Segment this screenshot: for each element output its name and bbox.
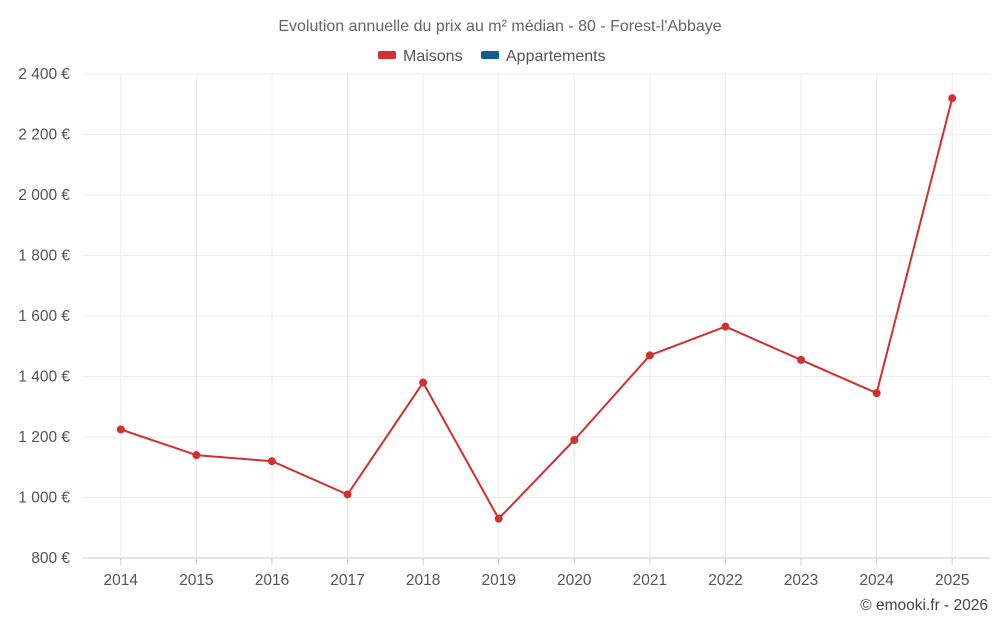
data-point-2017[interactable] [343, 490, 352, 499]
y-tick-label: 1 200 € [18, 429, 70, 446]
x-tick-label: 2015 [179, 572, 213, 589]
chart-title: Evolution annuelle du prix au m² médian … [278, 18, 721, 35]
x-tick-label: 2016 [255, 572, 289, 589]
x-tick-label: 2023 [784, 572, 818, 589]
x-tick-label: 2024 [859, 572, 894, 589]
y-axis-labels: 800 € 1 000 € 1 200 € 1 400 € 1 600 € 1 800 €… [18, 66, 70, 567]
legend-label-appartements[interactable]: Appartements [506, 48, 606, 65]
data-point-2023[interactable] [797, 355, 806, 364]
data-point-2019[interactable] [494, 514, 503, 523]
data-point-2015[interactable] [192, 451, 201, 460]
y-tick-label: 2 200 € [18, 127, 70, 144]
data-point-2025[interactable] [948, 94, 957, 103]
credit-text[interactable]: © emooki.fr - 2026 [860, 597, 988, 614]
y-tick-label: 2 400 € [18, 66, 70, 83]
series-maisons [116, 94, 957, 523]
series-line-maisons [120, 97, 954, 520]
y-tick-label: 1 400 € [18, 369, 70, 386]
legend-label-maisons[interactable]: Maisons [403, 48, 463, 65]
y-tick-label: 800 € [31, 550, 70, 567]
x-tick-label: 2014 [104, 572, 139, 589]
data-point-2014[interactable] [116, 425, 125, 434]
y-tick-label: 2 000 € [18, 187, 70, 204]
gridlines [83, 73, 990, 565]
data-point-2021[interactable] [645, 351, 654, 360]
x-tick-label: 2021 [633, 572, 667, 589]
data-point-2020[interactable] [570, 436, 579, 445]
legend: Maisons Appartements [378, 48, 606, 65]
x-tick-label: 2019 [481, 572, 515, 589]
legend-swatch-appartements [481, 51, 499, 59]
y-tick-label: 1 600 € [18, 308, 70, 325]
data-point-2022[interactable] [721, 322, 730, 331]
x-tick-label: 2018 [406, 572, 440, 589]
data-point-2016[interactable] [267, 457, 276, 466]
x-tick-label: 2025 [935, 572, 969, 589]
x-tick-label: 2017 [330, 572, 364, 589]
y-tick-label: 1 800 € [18, 248, 70, 265]
legend-swatch-maisons [378, 51, 396, 59]
y-tick-label: 1 000 € [18, 490, 70, 507]
data-point-2018[interactable] [419, 378, 428, 387]
x-axis-labels: 2014 2015 2016 2017 2018 2019 2020 2021 2022 2023… [104, 572, 970, 589]
x-tick-label: 2020 [557, 572, 592, 589]
data-point-2024[interactable] [872, 389, 881, 398]
x-tick-label: 2022 [708, 572, 742, 589]
